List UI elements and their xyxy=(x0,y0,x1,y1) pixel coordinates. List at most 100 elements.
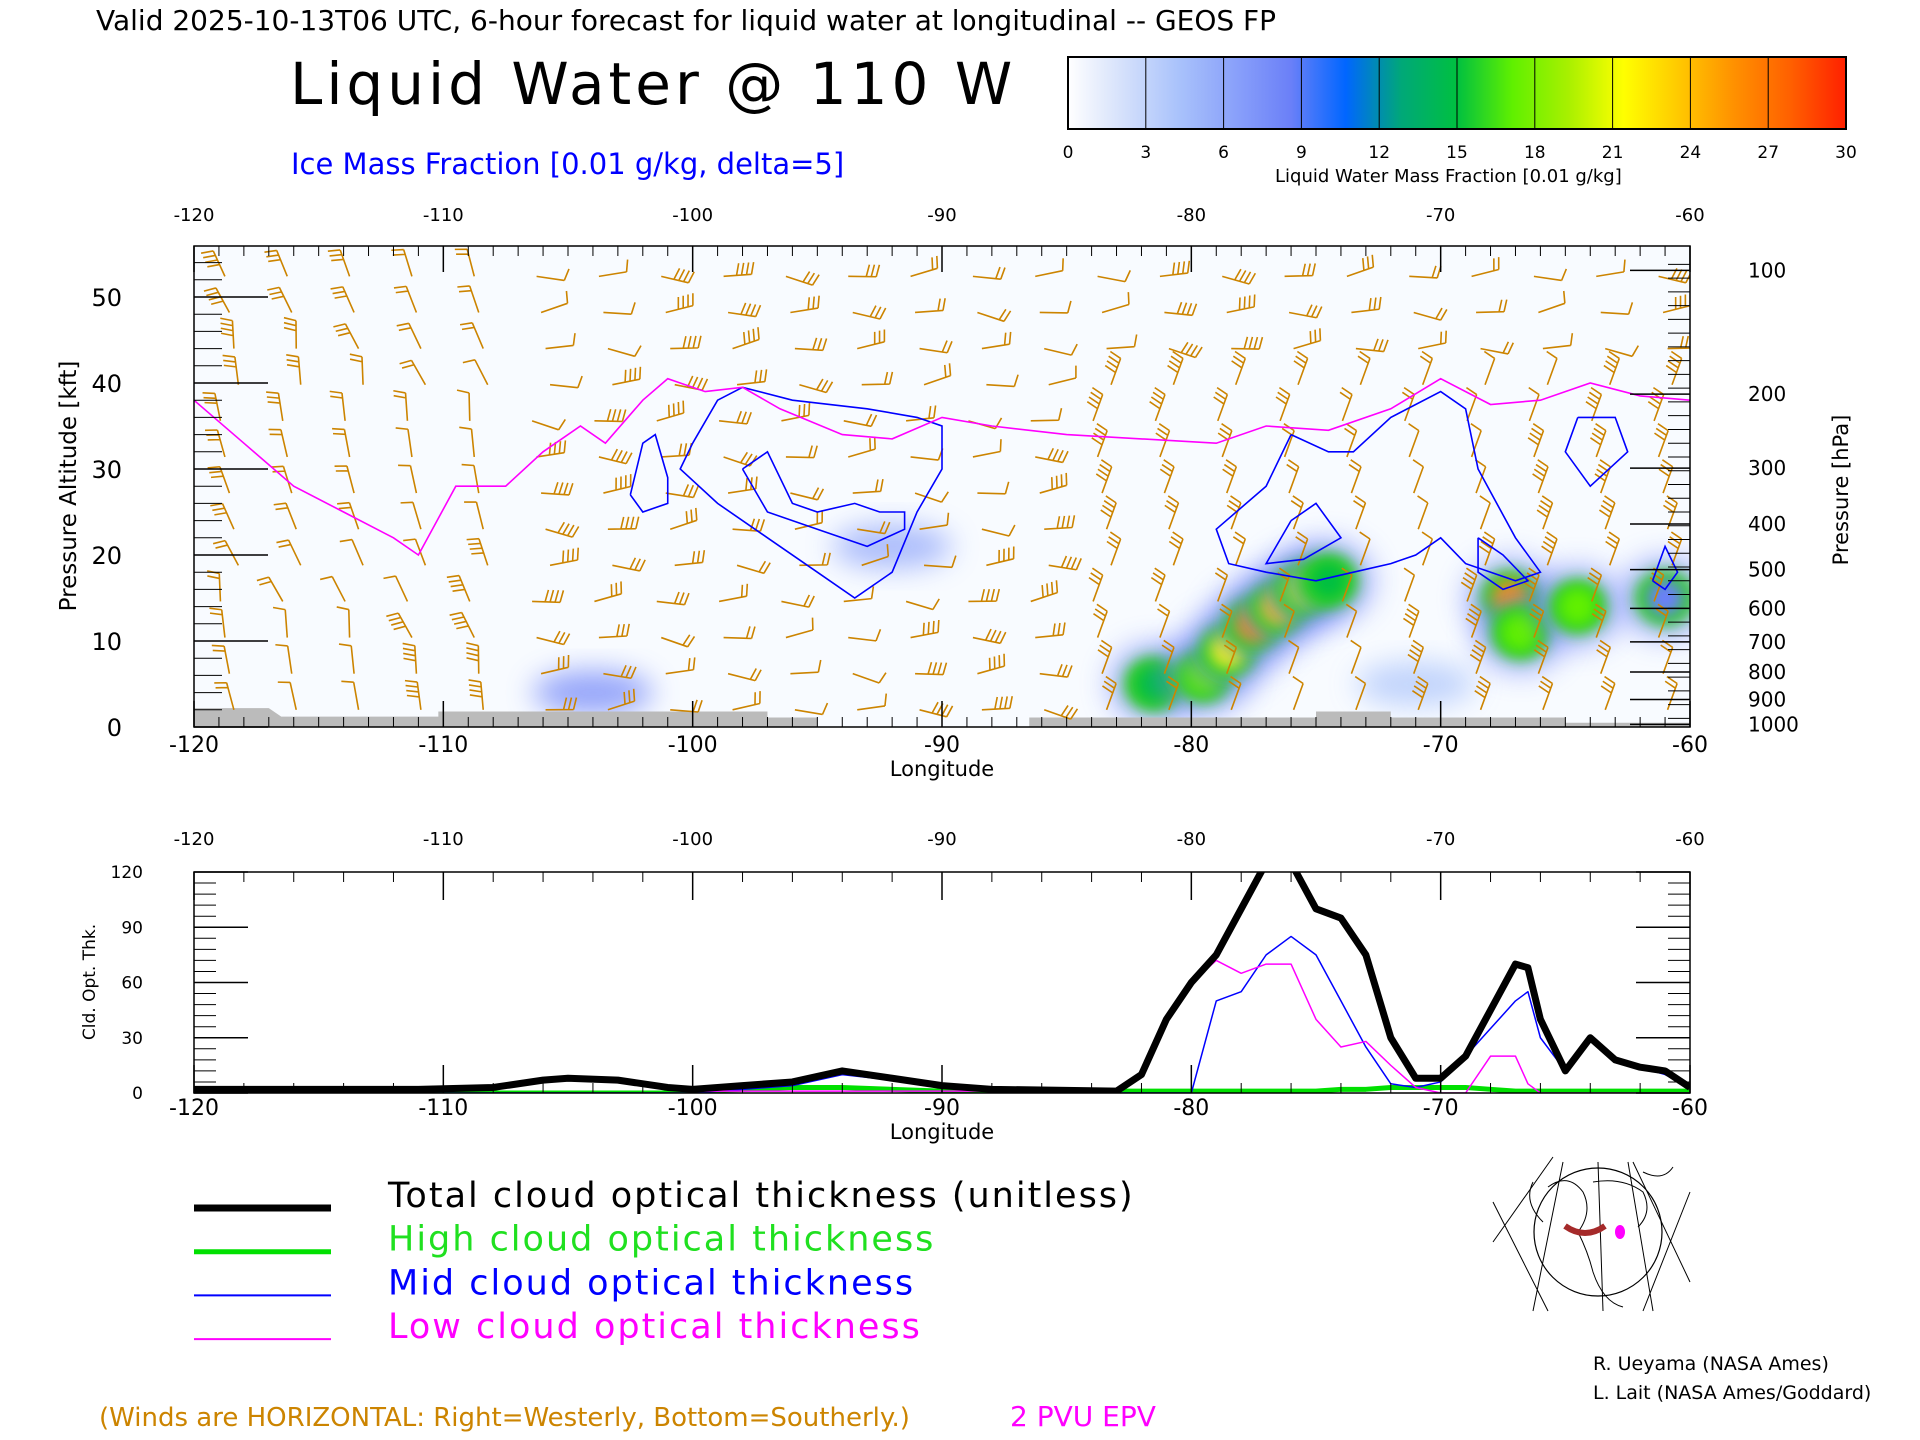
wind-barb xyxy=(549,375,583,389)
colorbar-tick-label: 6 xyxy=(1218,143,1229,163)
colorbar: 0 3 6 9 12 15 18 21 24 27 30 Liquid Water Mass Fra… xyxy=(1063,56,1857,187)
wind-barb xyxy=(386,612,413,638)
wind-barb xyxy=(531,418,566,431)
wind-barb xyxy=(1541,531,1558,566)
x-tick-label-bottom: -120 xyxy=(169,1096,219,1121)
legend-label: Mid cloud optical thickness xyxy=(388,1263,915,1303)
wind-barb xyxy=(1226,495,1242,530)
wind-barb xyxy=(536,440,567,458)
x-tick-label-top: -110 xyxy=(423,205,464,226)
wind-barb xyxy=(923,555,957,569)
x-tick-label-top: -80 xyxy=(1177,829,1206,850)
wind-barb xyxy=(220,317,235,349)
wind-barb xyxy=(977,308,1012,323)
wind-barb xyxy=(399,359,427,386)
wind-barb xyxy=(723,626,756,640)
wind-barb xyxy=(1483,350,1496,385)
ice-contour xyxy=(629,433,669,513)
x-tick-label-bottom: -90 xyxy=(924,733,960,758)
wind-barb xyxy=(612,366,642,386)
wind-barb xyxy=(466,642,480,674)
wind-barb xyxy=(981,524,1016,537)
wind-barb xyxy=(1097,639,1113,674)
wind-barb xyxy=(1603,350,1621,385)
wind-barb xyxy=(1043,705,1079,720)
wind-barb xyxy=(603,474,632,494)
wind-barb xyxy=(446,574,471,602)
wind-barb xyxy=(857,329,886,350)
wind-barb xyxy=(727,476,758,494)
wind-barb xyxy=(256,576,284,602)
wind-barb xyxy=(1166,675,1180,711)
x-tick-label-top: -60 xyxy=(1675,205,1704,226)
wind-barb xyxy=(1287,639,1300,674)
wind-barb xyxy=(327,249,351,277)
wind-barb xyxy=(1222,268,1257,285)
wind-barb xyxy=(459,426,476,458)
wind-barb xyxy=(1106,334,1138,350)
x-tick-label-bottom: -100 xyxy=(668,1096,718,1121)
colorbar-tick-label: 3 xyxy=(1140,143,1151,163)
wind-barb xyxy=(264,249,288,277)
optical-thickness-plot: -120 -120 -110 -110 -100 -100 -90 -90 -80 -80 -70 -… xyxy=(80,829,1708,1144)
wind-barb xyxy=(266,391,284,421)
wind-barb xyxy=(852,479,884,494)
x-tick-label-bottom: -80 xyxy=(1173,733,1209,758)
lower-xlabel: Longitude xyxy=(890,1120,994,1144)
wind-barb xyxy=(1219,603,1233,638)
colorbar-tick-label: 21 xyxy=(1602,143,1624,163)
wind-barb xyxy=(1585,386,1603,422)
wind-barb xyxy=(1662,293,1690,314)
wind-barb xyxy=(1232,531,1247,566)
wind-barb xyxy=(781,402,811,422)
main-title: Liquid Water @ 110 W xyxy=(290,50,1016,118)
wind-barb xyxy=(1523,567,1540,602)
ice-contour xyxy=(679,386,943,599)
wind-barb xyxy=(661,267,695,284)
ice-contour xyxy=(1564,416,1629,488)
wind-barb xyxy=(986,546,1015,567)
wind-barb xyxy=(919,701,954,718)
wind-barb xyxy=(1155,423,1171,458)
main-plot: -120 -120 -110 -110 -100 -100 -90 -90 -80 -80 -70 -… xyxy=(56,205,1853,781)
wind-barb xyxy=(1465,386,1478,422)
wind-barb xyxy=(598,448,633,465)
wind-barb xyxy=(1149,386,1166,422)
legend: Total cloud optical thickness (unitless)… xyxy=(194,1176,1133,1347)
wind-barb xyxy=(674,375,709,391)
cross-section-line xyxy=(1563,1223,1607,1236)
wind-barb xyxy=(462,359,489,386)
wind-barb xyxy=(843,413,878,428)
wind-barb xyxy=(1600,302,1634,315)
wind-barb xyxy=(736,560,771,575)
wind-barb xyxy=(1104,350,1122,385)
wind-barb xyxy=(785,445,818,459)
wind-barb xyxy=(848,264,881,278)
wind-barb xyxy=(674,550,706,567)
wind-barb xyxy=(1546,350,1558,385)
wind-barb xyxy=(785,617,814,639)
wind-barb xyxy=(1542,333,1574,350)
legend-label: High cloud optical thickness xyxy=(388,1220,935,1260)
main-xlabel: Longitude xyxy=(890,757,994,781)
wind-barb xyxy=(660,634,696,648)
x-tick-label-top: -70 xyxy=(1426,829,1455,850)
ice-shading xyxy=(1355,662,1476,706)
wind-barb xyxy=(1213,386,1229,422)
y-tick-label: 10 xyxy=(91,628,122,656)
wind-barb xyxy=(1605,531,1621,566)
wind-barb xyxy=(541,481,574,496)
wind-barb xyxy=(466,537,489,566)
wind-barb xyxy=(1528,386,1540,422)
wind-barb xyxy=(1591,603,1607,638)
wind-barb xyxy=(283,316,298,349)
wind-barb xyxy=(1286,459,1300,494)
x-tick-label-bottom: -70 xyxy=(1423,1096,1459,1121)
wind-barb xyxy=(277,681,298,710)
wind-barb xyxy=(334,465,355,494)
wind-barb xyxy=(607,688,636,711)
colorbar-tick-label: 24 xyxy=(1680,143,1702,163)
wind-barb xyxy=(207,465,231,494)
wind-barb xyxy=(1658,267,1690,284)
